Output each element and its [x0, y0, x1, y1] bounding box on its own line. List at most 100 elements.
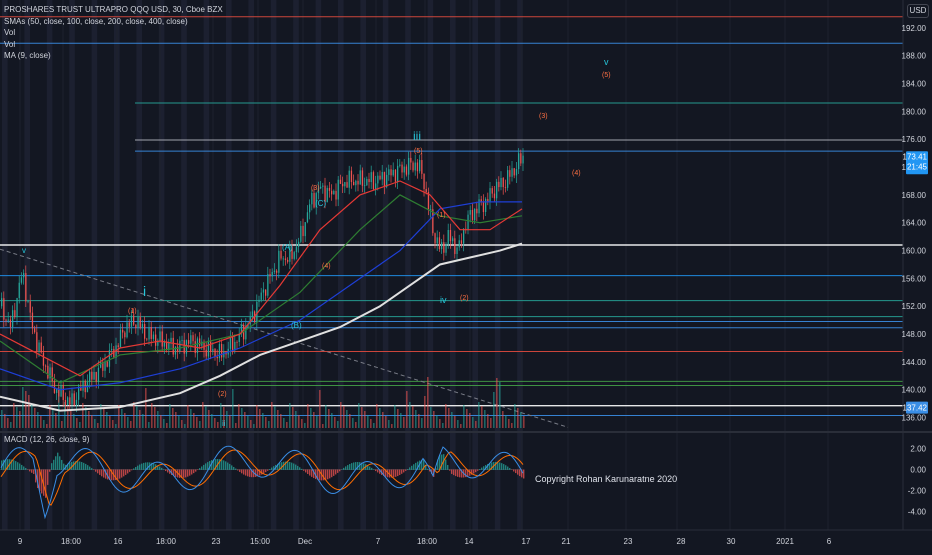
- time-axis-tick[interactable]: Dec: [298, 537, 312, 546]
- candle-body: [408, 158, 409, 175]
- chart-legend[interactable]: PROSHARES TRUST ULTRAPRO QQQ USD, 30, Cb…: [4, 4, 223, 62]
- volume-bar: [85, 407, 87, 428]
- time-axis-tick[interactable]: 23: [212, 537, 221, 546]
- time-axis-tick[interactable]: 15:00: [250, 537, 271, 546]
- time-axis-tick[interactable]: 16: [114, 537, 123, 546]
- volume-bar: [343, 406, 345, 428]
- volume-bar: [37, 412, 39, 428]
- candle-body: [30, 301, 31, 312]
- ma-legend[interactable]: MA (9, close): [4, 50, 223, 62]
- time-axis-tick[interactable]: 21: [562, 537, 571, 546]
- candle-body: [43, 353, 44, 366]
- wave-label-orange: (1): [128, 308, 137, 315]
- macd-scale-tick: 0.00: [910, 466, 926, 475]
- volume-bar: [385, 416, 387, 428]
- macd-histogram-bar: [517, 470, 518, 475]
- volume-bar: [112, 420, 114, 428]
- time-axis-tick[interactable]: 30: [727, 537, 736, 546]
- candle-body: [498, 182, 499, 187]
- macd-histogram-bar: [399, 470, 400, 475]
- volume-bar: [304, 423, 306, 428]
- macd-histogram-bar: [161, 468, 162, 470]
- volume-bar: [226, 411, 228, 428]
- macd-histogram-bar: [23, 466, 24, 469]
- macd-histogram-bar: [519, 470, 520, 477]
- macd-histogram-bar: [333, 470, 334, 476]
- candle-body: [221, 344, 222, 357]
- candle-body: [485, 199, 486, 212]
- time-axis-tick[interactable]: 17: [522, 537, 531, 546]
- candle-body: [170, 338, 171, 342]
- candle-body: [439, 237, 440, 249]
- volume-bar: [145, 388, 147, 428]
- session-band: [360, 0, 366, 530]
- time-axis-tick[interactable]: 9: [18, 537, 23, 546]
- candle-body: [333, 191, 334, 194]
- macd-histogram-bar: [195, 470, 196, 472]
- time-axis-tick[interactable]: 7: [376, 537, 381, 546]
- volume-bar: [478, 402, 480, 428]
- symbol-title[interactable]: PROSHARES TRUST ULTRAPRO QQQ USD, 30, Cb…: [4, 4, 223, 16]
- candle-body: [305, 222, 306, 236]
- candle-body: [461, 240, 462, 243]
- candle-body: [329, 188, 330, 191]
- candle-body: [514, 168, 515, 175]
- macd-histogram-bar: [55, 456, 56, 470]
- volume-bar: [196, 417, 198, 428]
- time-axis-tick[interactable]: 23: [624, 537, 633, 546]
- volume-bar: [505, 415, 507, 428]
- candle-body: [74, 393, 75, 405]
- wave-label-cyan: (A): [282, 243, 293, 252]
- macd-histogram-bar: [403, 470, 404, 473]
- macd-histogram-bar: [377, 470, 378, 473]
- macd-histogram-bar: [205, 463, 206, 469]
- volume-bar: [121, 409, 123, 428]
- volume-legend-2[interactable]: Vol: [4, 39, 223, 51]
- macd-histogram-bar: [41, 470, 42, 494]
- candle-body: [120, 330, 121, 347]
- wave-label-cyan: (C): [315, 199, 326, 208]
- candle-body: [34, 328, 35, 332]
- macd-histogram-bar: [459, 470, 460, 478]
- macd-histogram-bar: [457, 470, 458, 477]
- macd-histogram-bar: [395, 470, 396, 477]
- volume-bar: [166, 423, 168, 428]
- volume-bar: [199, 421, 201, 428]
- macd-histogram-bar: [247, 470, 248, 477]
- time-axis-tick[interactable]: 28: [677, 537, 686, 546]
- macd-histogram-bar: [339, 470, 340, 472]
- candle-body: [294, 252, 295, 259]
- candle-body: [113, 349, 114, 358]
- macd-histogram-bar: [505, 465, 506, 470]
- time-axis-tick[interactable]: 6: [827, 537, 832, 546]
- candle-body: [373, 172, 374, 189]
- time-axis-tick[interactable]: 2021: [776, 537, 794, 546]
- volume-bar: [61, 421, 63, 428]
- candle-body: [327, 188, 328, 202]
- time-axis-tick[interactable]: 14: [465, 537, 474, 546]
- candle-body: [437, 237, 438, 243]
- sma-legend[interactable]: SMAs (50, close, 100, close, 200, close,…: [4, 16, 223, 28]
- volume-bar: [397, 409, 399, 428]
- time-axis-tick[interactable]: 18:00: [61, 537, 82, 546]
- volume-legend[interactable]: Vol: [4, 27, 223, 39]
- time-axis-tick[interactable]: 18:00: [156, 537, 177, 546]
- candle-body: [401, 165, 402, 173]
- currency-button[interactable]: USD: [907, 4, 929, 18]
- wave-label-cyan: ii: [222, 419, 226, 428]
- time-axis-tick[interactable]: 18:00: [417, 537, 438, 546]
- volume-bar: [124, 413, 126, 428]
- macd-histogram-bar: [231, 465, 232, 469]
- candle-body: [146, 339, 147, 340]
- macd-histogram-bar: [57, 453, 58, 470]
- candle-body: [272, 272, 273, 276]
- macd-histogram-bar: [159, 467, 160, 470]
- volume-bar: [370, 419, 372, 428]
- candle-body: [107, 361, 108, 367]
- volume-bar: [487, 414, 489, 428]
- volume-bar: [163, 419, 165, 428]
- macd-histogram-bar: [61, 460, 62, 470]
- macd-histogram-bar: [309, 470, 310, 476]
